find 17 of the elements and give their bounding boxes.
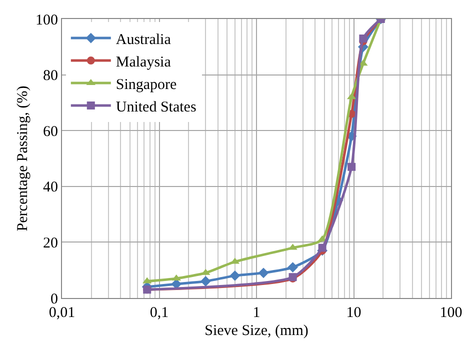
y-tick-label: 60 (43, 124, 58, 140)
y-tick-label: 0 (50, 291, 58, 308)
legend-label: Singapore (116, 76, 178, 93)
x-tick-label: 1 (252, 305, 260, 321)
y-axis-title: Percentage Passing, (%) (14, 86, 31, 232)
legend-label: Malaysia (116, 54, 172, 70)
x-tick-label: 0,01 (48, 305, 76, 321)
x-axis-title: Sieve Size, (mm) (204, 323, 308, 339)
x-tick-label: 0,1 (150, 305, 169, 321)
legend-label: United States (116, 99, 196, 116)
y-tick-label: 100 (36, 12, 58, 28)
x-tick-label: 100 (440, 305, 462, 321)
y-tick-label: 80 (43, 68, 58, 84)
y-tick-label: 20 (43, 235, 58, 252)
y-tick-label: 40 (43, 180, 58, 196)
x-tick-label: 10 (346, 305, 362, 321)
legend-label: Australia (116, 32, 172, 48)
